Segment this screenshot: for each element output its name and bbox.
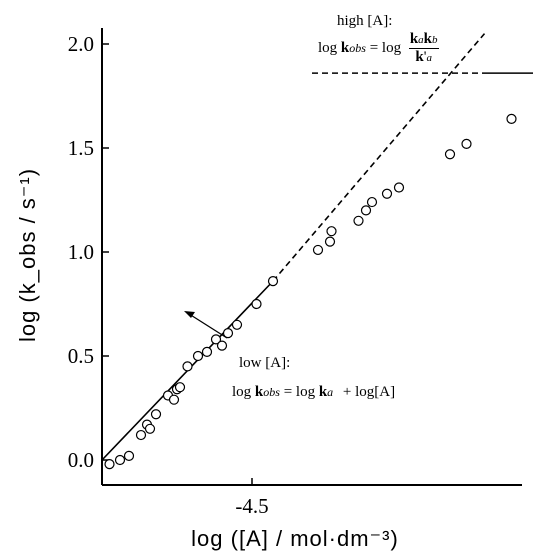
low-k-symbol: k <box>254 384 264 400</box>
data-point <box>104 459 115 470</box>
data-point <box>168 394 180 405</box>
high-eq-lhs: log <box>318 39 338 56</box>
high-fraction: kakb k'a <box>408 31 439 65</box>
low-a-subscript: a <box>327 385 334 399</box>
data-point <box>312 244 324 256</box>
data-point <box>461 138 472 149</box>
low-a-equation: log kobs = log ka + log[A] <box>232 385 395 400</box>
data-point <box>216 340 228 351</box>
y-tick-label: 0.0 <box>68 448 94 472</box>
high-num-k2: k <box>423 31 433 47</box>
axes <box>101 28 522 486</box>
data-point <box>192 350 204 362</box>
data-point <box>381 188 393 199</box>
y-axis-title: log (k_obs / s⁻¹) <box>15 168 40 342</box>
high-den-a: a <box>426 52 432 64</box>
data-point <box>210 334 222 345</box>
high-obs-subscript: obs <box>349 40 366 55</box>
data-point <box>201 346 213 357</box>
low-ka-symbol: k <box>318 384 328 400</box>
high-eq-rhs: = log <box>369 39 402 56</box>
low-annotation-arrow <box>184 311 228 339</box>
high-numerator: kakb <box>408 31 439 49</box>
high-den-prime: ' <box>423 49 427 65</box>
low-eq-mid: = log <box>283 384 316 400</box>
data-point <box>393 182 405 193</box>
data-point <box>231 319 243 330</box>
data-point <box>144 423 156 434</box>
high-k-symbol: k <box>340 39 350 56</box>
data-point <box>366 196 378 208</box>
line-low-fit-extension <box>272 33 486 282</box>
data-point <box>360 205 372 216</box>
low-eq-lhs: log <box>232 384 252 400</box>
y-tick-label: 0.5 <box>68 344 94 368</box>
high-num-a: a <box>418 34 424 46</box>
high-num-k1: k <box>409 31 419 47</box>
data-point <box>114 454 126 466</box>
x-tick-label: -4.5 <box>235 494 268 518</box>
data-point <box>150 409 162 420</box>
data-point <box>267 276 279 287</box>
high-denominator: k'a <box>409 49 439 65</box>
data-point <box>123 450 135 461</box>
high-den-k: k <box>415 49 424 65</box>
y-tick-label: 2.0 <box>68 32 94 56</box>
y-tick-label: 1.5 <box>68 136 94 160</box>
low-a-label: low [A]: <box>239 355 291 371</box>
data-points <box>104 113 517 470</box>
ticks: 0.00.51.01.52.0-4.5-2.5-0.5 <box>68 32 269 518</box>
data-point <box>326 226 337 237</box>
low-eq-plus: + log[A] <box>342 384 396 400</box>
high-num-b: b <box>432 34 438 46</box>
data-point <box>353 215 364 226</box>
data-point <box>174 382 186 393</box>
data-point <box>182 361 193 372</box>
data-point <box>444 149 456 160</box>
data-point <box>506 113 517 124</box>
high-a-label: high [A]: <box>337 13 393 29</box>
data-point <box>135 429 147 441</box>
data-point <box>222 328 234 339</box>
data-point <box>251 298 262 310</box>
data-point <box>324 236 336 247</box>
x-axis-title: log ([A] / mol·dm⁻³) <box>191 526 399 551</box>
y-tick-label: 1.0 <box>68 240 94 264</box>
high-a-equation: log kobs = log kakb k'a <box>318 32 439 65</box>
low-obs-subscript: obs <box>263 385 280 399</box>
